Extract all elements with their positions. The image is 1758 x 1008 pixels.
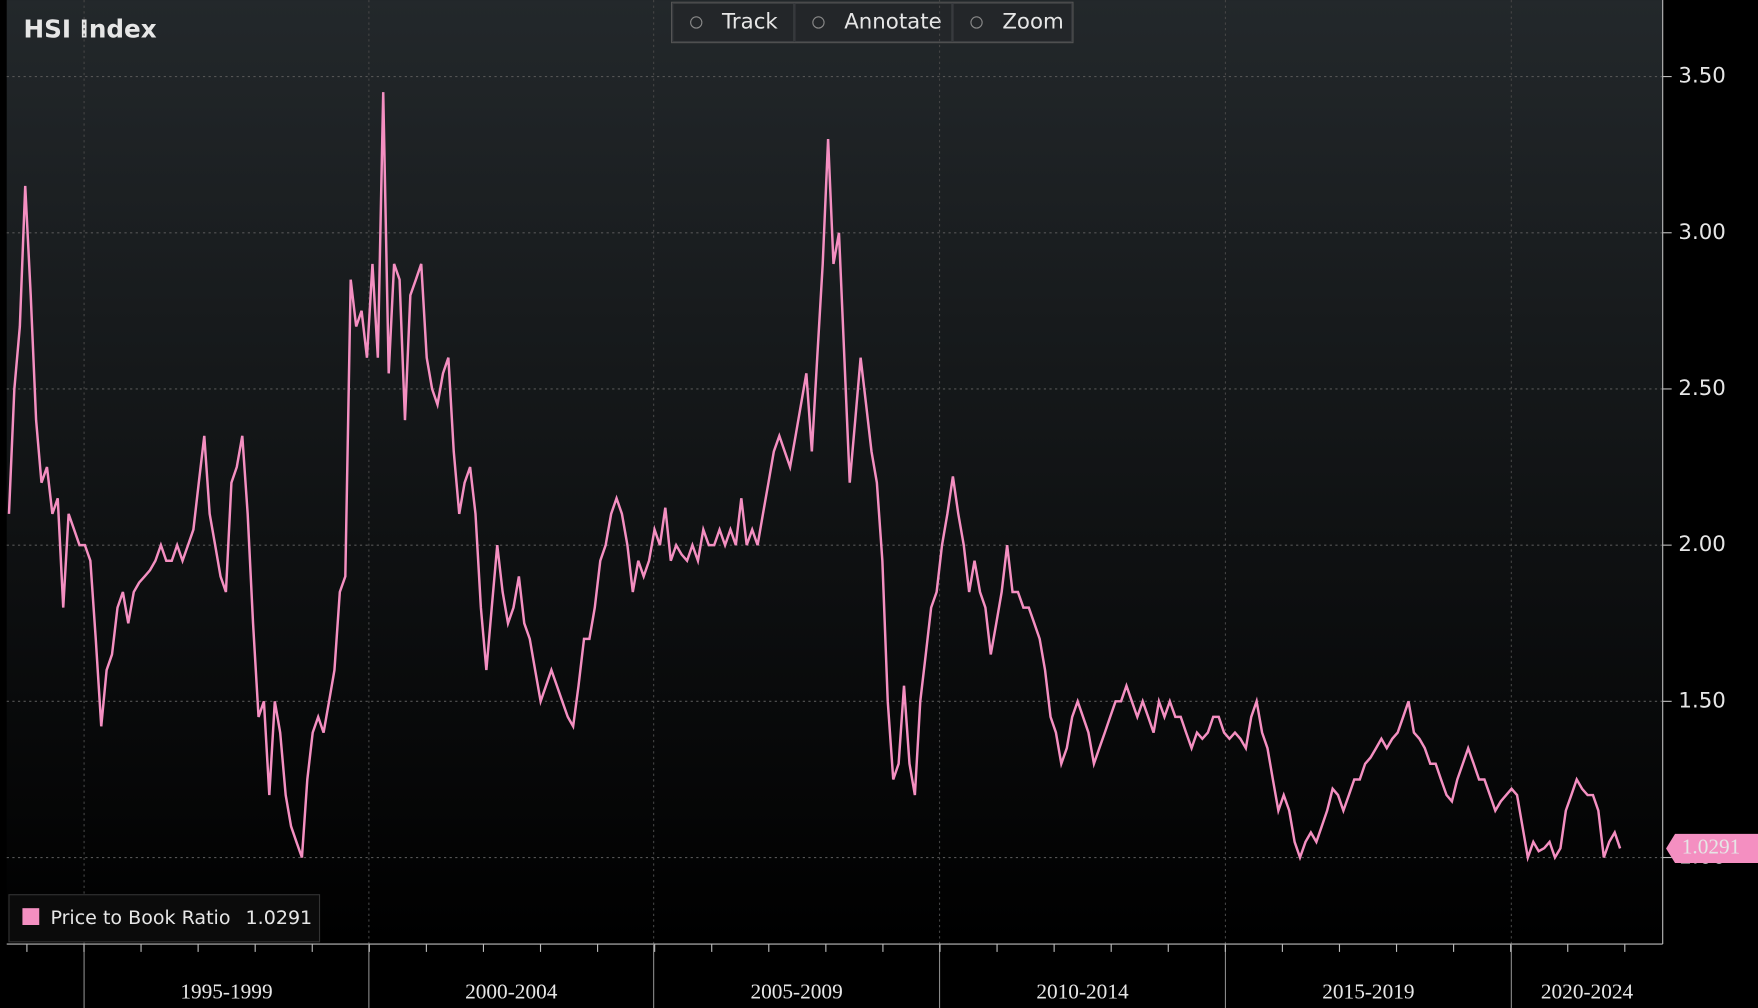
- series-line: [7, 92, 1622, 863]
- toolbar-button-label[interactable]: Annotate: [844, 9, 941, 34]
- toolbar-button[interactable]: [672, 2, 795, 43]
- x-period-label: 2000-2004: [465, 979, 558, 1003]
- x-period-label: 2020-2024: [1541, 979, 1634, 1003]
- y-tick-label: 1.50: [1678, 688, 1725, 713]
- legend-label: Price to Book Ratio: [50, 907, 230, 929]
- toolbar: Track Annotate Zoom: [671, 1, 1074, 44]
- x-period-label: 2015-2019: [1322, 979, 1414, 1003]
- chart-title: HSI Index: [24, 14, 157, 43]
- x-period-label: 2010-2014: [1036, 979, 1129, 1003]
- last-value-tag: [1666, 833, 1758, 864]
- legend-swatch: [22, 908, 40, 926]
- toolbar-button-label[interactable]: Zoom: [1002, 9, 1063, 34]
- y-tick-label: 3.00: [1678, 220, 1725, 245]
- toolbar-icon[interactable]: [970, 16, 983, 29]
- y-tick-label: 3.50: [1678, 64, 1725, 89]
- toolbar-button-label[interactable]: Track: [721, 9, 778, 34]
- plot-area: [6, 0, 1663, 945]
- toolbar-icon[interactable]: [812, 16, 825, 29]
- y-tick-label: 2.00: [1678, 532, 1725, 557]
- toolbar-button[interactable]: [794, 2, 953, 43]
- legend: Price to Book Ratio 1.0291: [8, 894, 321, 943]
- legend-last-value: 1.0291: [246, 907, 313, 929]
- x-period-label: 2005-2009: [750, 979, 842, 1003]
- y-tick-label: 2.50: [1678, 376, 1725, 401]
- legend-box: [8, 894, 321, 943]
- x-period-label: 1995-1999: [180, 979, 272, 1003]
- last-value-label: 1.0291: [1682, 834, 1741, 858]
- toolbar-button[interactable]: [952, 2, 1073, 43]
- toolbar-icon[interactable]: [690, 16, 703, 29]
